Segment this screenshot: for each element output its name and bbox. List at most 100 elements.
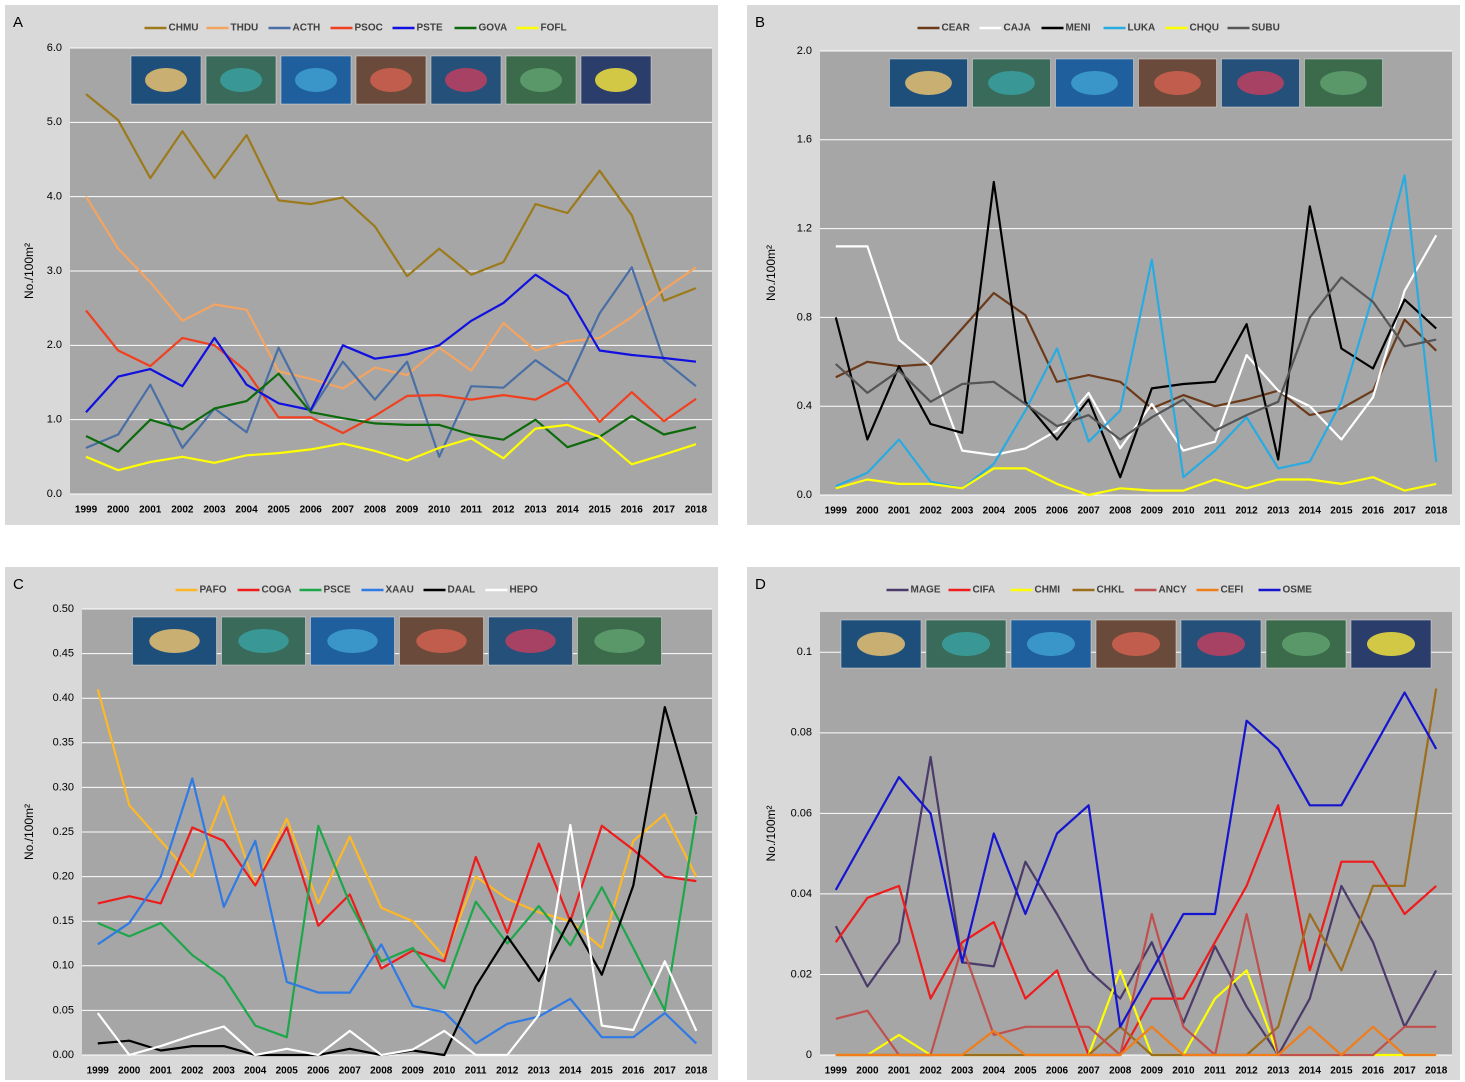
y-axis-label: No./100m² [764, 805, 778, 861]
y-tick-label: 0.25 [53, 826, 74, 838]
y-tick-label: 0.0 [47, 488, 62, 500]
fish-shape [1071, 71, 1118, 95]
fish-shape [1367, 632, 1415, 656]
x-tick-label: 1999 [825, 506, 848, 517]
fish-shape [988, 71, 1035, 95]
x-tick-label: 2000 [107, 505, 130, 516]
y-tick-label: 0.15 [53, 915, 74, 927]
fish-shape [445, 68, 487, 92]
x-tick-label: 1999 [825, 1066, 848, 1077]
x-tick-label: 2005 [268, 505, 291, 516]
x-tick-label: 2014 [1299, 506, 1322, 517]
panel-letter: A [13, 14, 23, 31]
x-tick-label: 2018 [1425, 1066, 1448, 1077]
fish-shape [1112, 632, 1160, 656]
x-tick-label: 2009 [1141, 1066, 1164, 1077]
x-tick-label: 2010 [433, 1066, 456, 1077]
y-axis-label: No./100m² [764, 245, 778, 301]
x-tick-label: 2003 [951, 506, 974, 517]
x-tick-label: 2000 [856, 506, 879, 517]
x-tick-label: 2007 [1077, 1066, 1100, 1077]
y-tick-label: 1.0 [47, 414, 62, 426]
fish-shape [520, 68, 562, 92]
fish-shape [595, 68, 637, 92]
x-tick-label: 2014 [559, 1066, 582, 1077]
legend-label: MAGE [911, 585, 941, 596]
x-tick-label: 1999 [87, 1066, 110, 1077]
legend-label: PAFO [200, 585, 227, 596]
x-tick-label: 2002 [181, 1066, 204, 1077]
fish-shape [1154, 71, 1201, 95]
fish-shape [857, 632, 905, 656]
x-tick-label: 2012 [492, 505, 515, 516]
fish-shape [238, 629, 289, 653]
y-tick-label: 0.50 [53, 603, 74, 615]
series-line [97, 815, 698, 1039]
panel-letter: D [755, 576, 766, 593]
x-tick-label: 2011 [1204, 506, 1226, 517]
series-line [96, 689, 698, 958]
y-tick-label: 6.0 [47, 42, 62, 54]
x-tick-label: 2016 [622, 1066, 645, 1077]
x-tick-label: 2015 [1330, 1066, 1353, 1077]
x-tick-label: 2004 [244, 1066, 267, 1077]
x-tick-label: 2014 [1299, 1066, 1322, 1077]
legend-label: CHKL [1097, 585, 1125, 596]
series-line [834, 691, 1438, 1028]
x-tick-label: 2004 [983, 1066, 1006, 1077]
legend-label: CEFI [1221, 585, 1244, 596]
x-tick-label: 2006 [1046, 1066, 1069, 1077]
x-tick-label: 2002 [919, 506, 942, 517]
series-line [834, 180, 1437, 479]
x-tick-label: 2016 [1362, 506, 1385, 517]
legend-label: PSTE [417, 23, 443, 34]
x-tick-label: 2015 [1330, 506, 1353, 517]
y-tick-label: 3.0 [47, 265, 62, 277]
series-line [85, 93, 697, 302]
x-tick-label: 2008 [364, 505, 387, 516]
x-tick-label: 2012 [1235, 1066, 1258, 1077]
legend-label: XAAU [386, 585, 414, 596]
series-line [97, 777, 698, 1045]
x-tick-label: 2018 [685, 505, 708, 516]
x-tick-label: 2001 [888, 506, 911, 517]
y-axis-label: No./100m² [22, 243, 36, 299]
series-line [97, 824, 697, 970]
y-tick-label: 0.10 [53, 960, 74, 972]
series-line [834, 755, 1438, 1057]
x-tick-label: 2017 [1393, 1066, 1416, 1077]
series-line [835, 234, 1438, 457]
y-tick-label: 0.20 [53, 871, 74, 883]
legend-label: THDU [231, 23, 259, 34]
fish-shape [505, 629, 556, 653]
fish-shape [1237, 71, 1284, 95]
fish-shape [295, 68, 337, 92]
series-line [835, 276, 1437, 441]
x-tick-label: 2008 [370, 1066, 393, 1077]
series-line [835, 174, 1438, 490]
y-axis-label: No./100m² [22, 804, 36, 860]
x-tick-label: 2009 [402, 1066, 425, 1077]
panel-letter: B [755, 14, 765, 31]
x-tick-label: 2012 [496, 1066, 519, 1077]
x-tick-label: 2007 [332, 505, 355, 516]
y-tick-label: 0.8 [797, 311, 812, 323]
legend-label: CEAR [942, 23, 971, 34]
x-tick-label: 2001 [139, 505, 162, 516]
y-tick-label: 0.30 [53, 781, 74, 793]
x-tick-label: 2014 [556, 505, 579, 516]
panel-letter: C [13, 576, 24, 593]
x-tick-label: 2017 [653, 505, 676, 516]
x-tick-label: 2003 [951, 1066, 974, 1077]
legend-label: HEPO [510, 585, 539, 596]
legend-label: SUBU [1252, 23, 1280, 34]
legend-label: FOFL [541, 23, 567, 34]
y-tick-label: 1.2 [797, 223, 812, 235]
fish-shape [905, 71, 952, 95]
x-tick-label: 2004 [235, 505, 258, 516]
y-tick-label: 0.45 [53, 648, 74, 660]
x-tick-label: 2012 [1235, 506, 1258, 517]
series-line [85, 273, 697, 413]
fish-shape [1282, 632, 1330, 656]
